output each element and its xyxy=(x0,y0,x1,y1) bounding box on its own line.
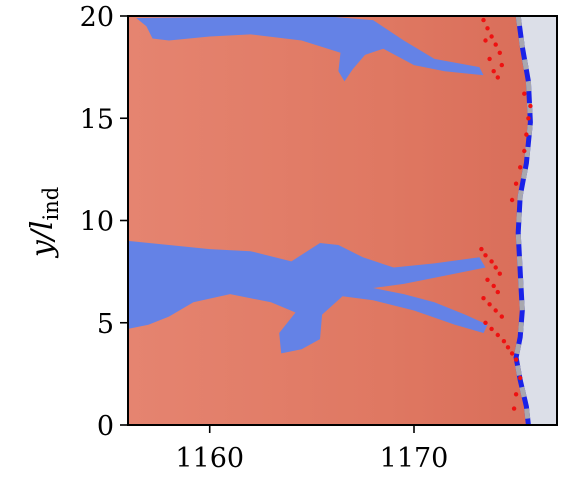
particle-point xyxy=(493,42,498,47)
y-axis-label: y/lind xyxy=(25,187,63,259)
y-tick-label: 10 xyxy=(80,207,114,238)
particle-point xyxy=(505,345,511,350)
particle-point xyxy=(495,289,500,295)
particle-point xyxy=(485,277,490,282)
particle-point xyxy=(509,351,515,356)
cold-region-middle-band xyxy=(128,240,488,354)
particle-point xyxy=(483,320,488,325)
particle-point xyxy=(483,38,488,43)
particle-point xyxy=(479,246,484,252)
particle-point xyxy=(491,69,496,74)
flame-front-dash xyxy=(513,16,533,425)
particle-point xyxy=(483,253,488,258)
x-tick-label: 1170 xyxy=(380,443,449,474)
particle-point xyxy=(491,283,496,289)
y-axis-label-sub: ind xyxy=(39,187,63,221)
particle-point xyxy=(495,75,500,80)
particle-point xyxy=(489,326,494,332)
particle-point xyxy=(518,375,523,381)
particle-point xyxy=(509,197,515,203)
unburnt-region xyxy=(516,16,557,425)
cold-region-upper-plume xyxy=(136,16,484,82)
particle-point xyxy=(513,357,519,362)
particle-point xyxy=(497,271,502,276)
unburnt-area xyxy=(516,16,557,425)
x-axis: 1160 1170 xyxy=(175,425,448,474)
cold-regions xyxy=(128,16,488,354)
particle-point xyxy=(487,56,492,62)
particle-point xyxy=(522,148,527,154)
particle-point xyxy=(481,17,486,23)
particle-point xyxy=(499,62,504,68)
particle-point xyxy=(518,165,523,170)
particle-point xyxy=(526,116,531,121)
y-axis: 0 5 10 15 20 xyxy=(80,2,128,442)
particle-point xyxy=(489,259,494,264)
particle-point xyxy=(493,265,498,270)
x-tick-label: 1160 xyxy=(175,443,244,474)
field-background xyxy=(128,16,557,425)
particle-point xyxy=(485,26,490,31)
particle-point xyxy=(524,132,529,137)
particle-point xyxy=(497,50,502,55)
y-tick-label: 5 xyxy=(97,309,114,340)
particle-point xyxy=(493,308,498,313)
y-tick-label: 15 xyxy=(80,104,114,135)
y-axis-label-main: y/l xyxy=(25,221,60,260)
particle-point xyxy=(487,302,492,307)
y-tick-label: 0 xyxy=(97,411,114,442)
particle-point xyxy=(511,406,517,411)
particle-point xyxy=(522,91,527,96)
particle-point xyxy=(501,339,507,344)
particles xyxy=(479,17,533,411)
particle-point xyxy=(499,314,504,319)
particle-point xyxy=(489,34,494,39)
particle-point xyxy=(513,181,519,186)
particle-point xyxy=(528,103,533,109)
particle-point xyxy=(481,296,486,301)
y-tick-label: 20 xyxy=(80,2,114,33)
plot-area xyxy=(128,16,557,425)
particle-point xyxy=(495,332,500,338)
particle-point xyxy=(513,392,519,397)
